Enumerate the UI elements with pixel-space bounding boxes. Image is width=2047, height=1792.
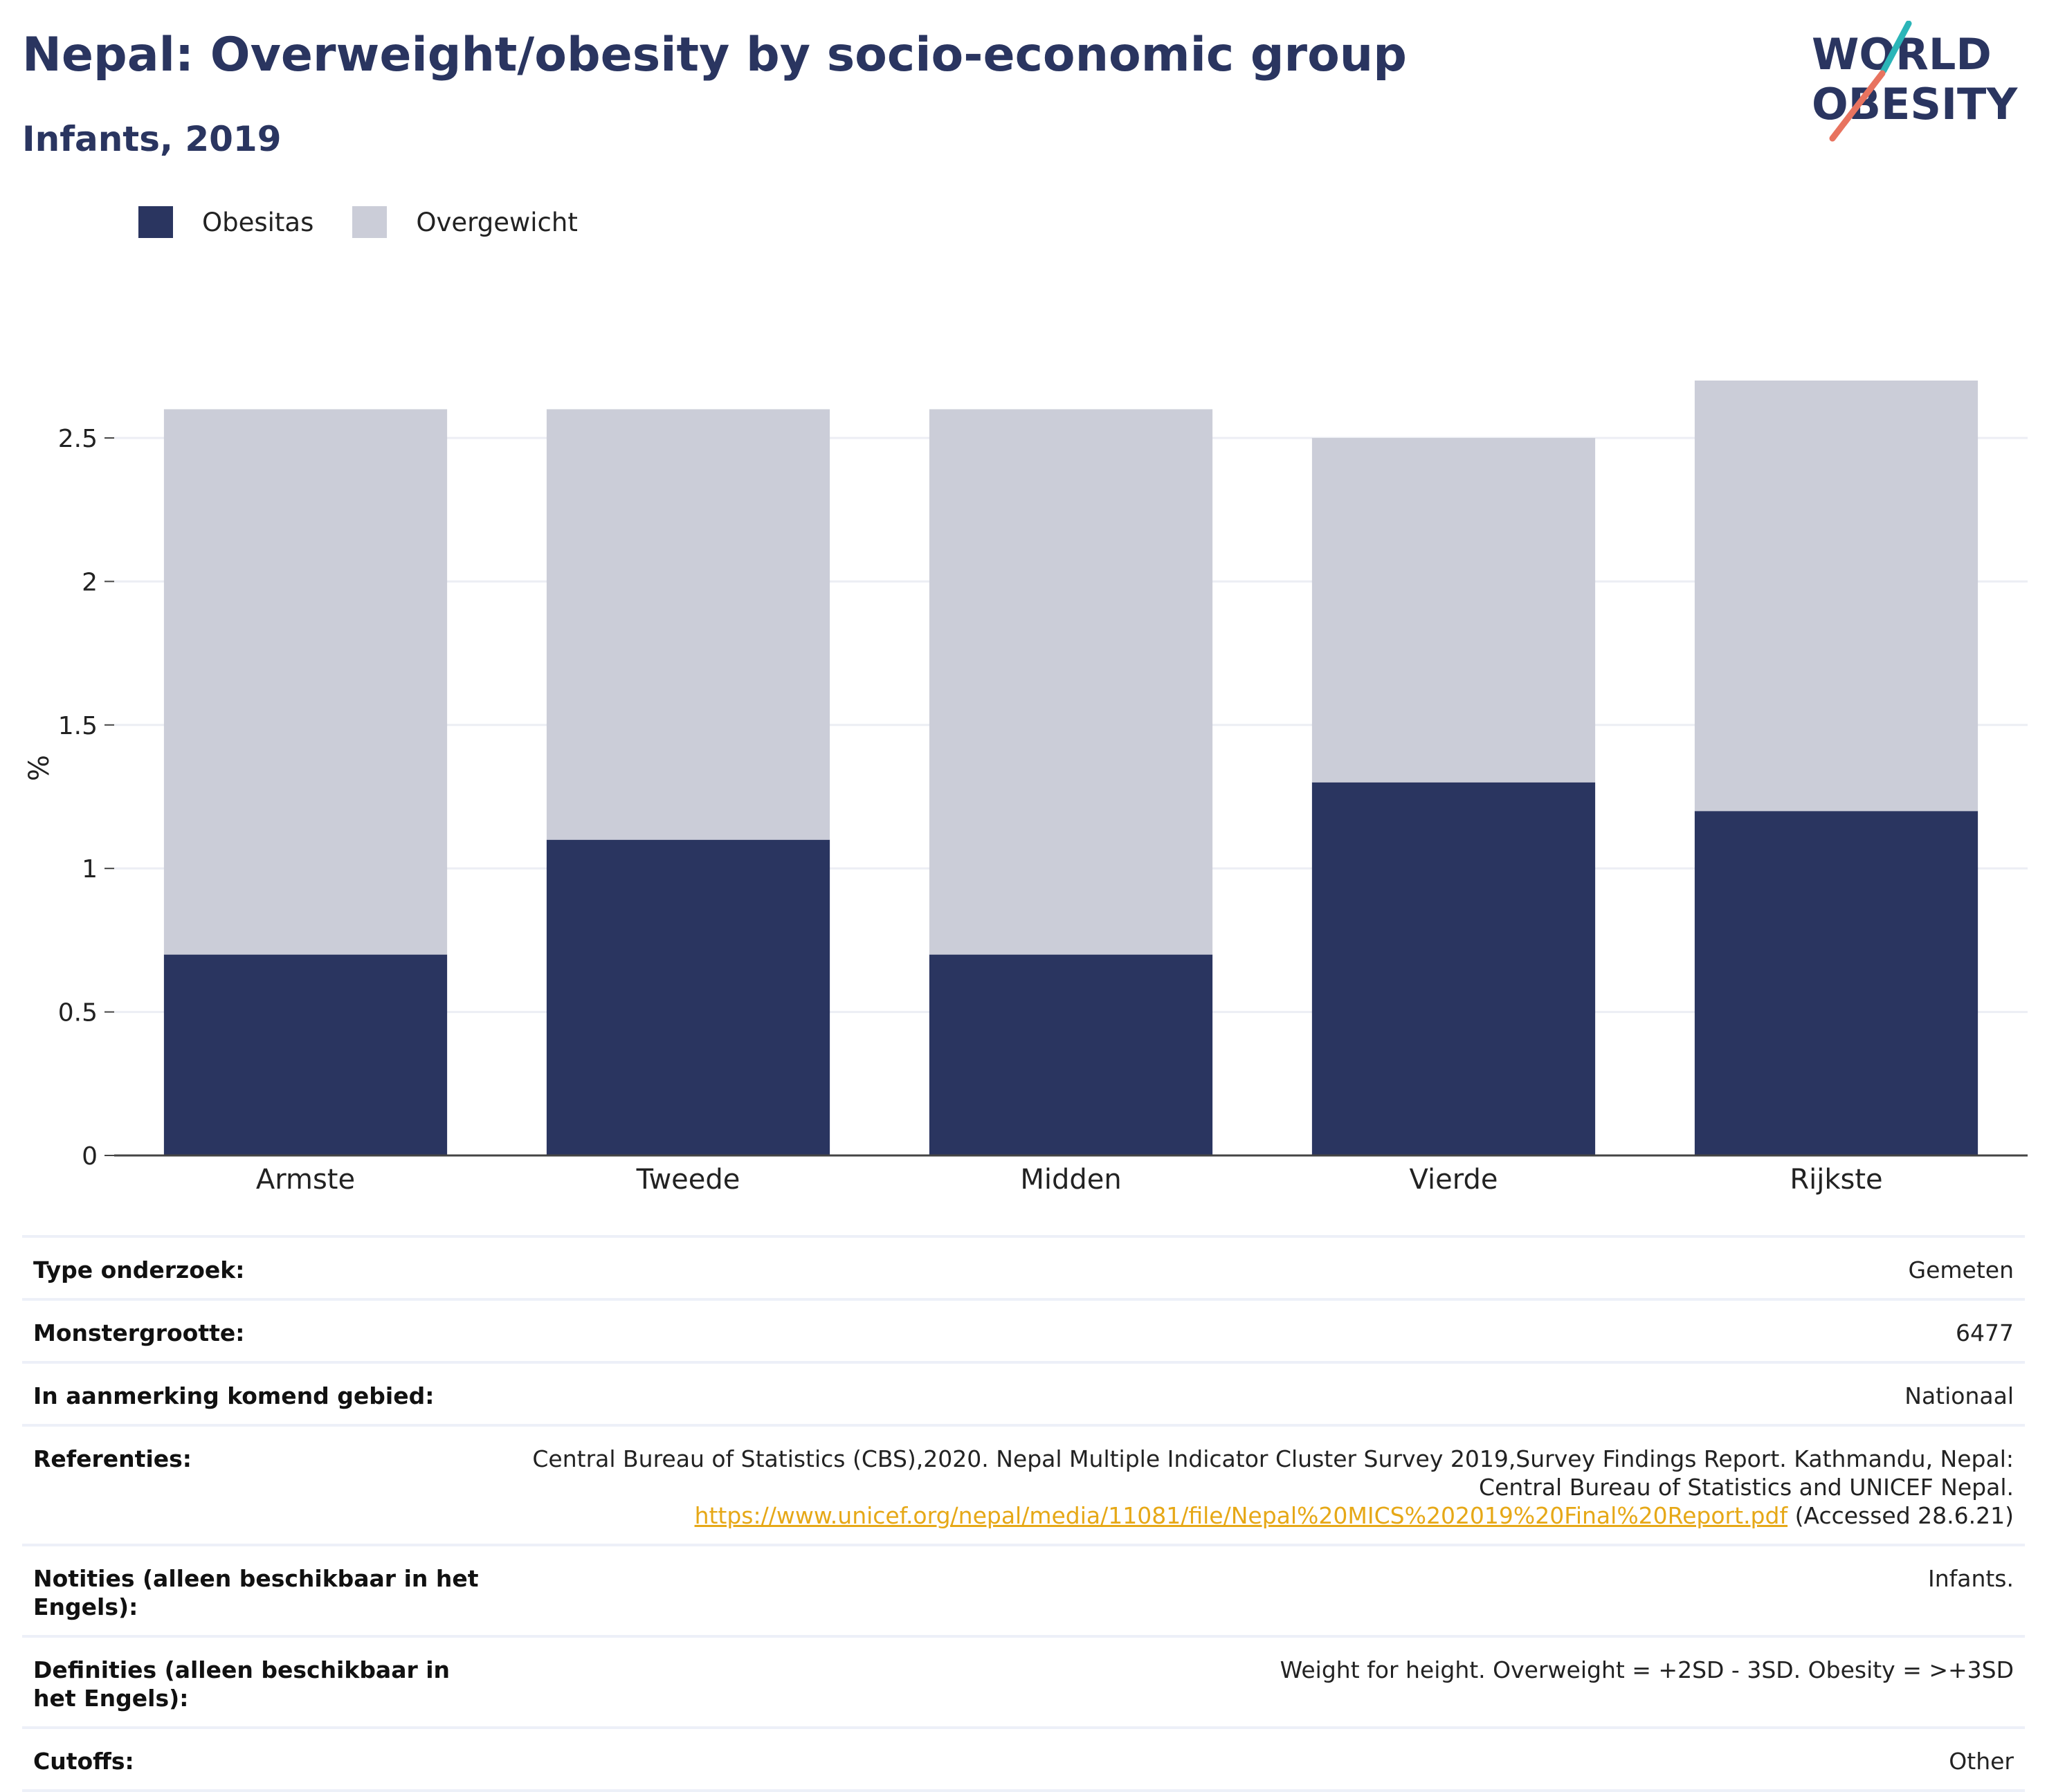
bar-overgewicht-tweede (546, 409, 830, 840)
info-row-definitions: Definities (alleen beschikbaar in het En… (22, 1635, 2025, 1726)
info-row-references: Referenties: Central Bureau of Statistic… (22, 1424, 2025, 1544)
bar-obesitas-armste (163, 954, 448, 1155)
info-label: Referenties: (33, 1445, 192, 1472)
info-value: Weight for height. Overweight = +2SD - 3… (1280, 1656, 2014, 1683)
reference-link[interactable]: https://www.unicef.org/nepal/media/11081… (694, 1502, 1788, 1529)
logo-slash-coral (1829, 70, 1886, 142)
info-row-area: In aanmerking komend gebied: Nationaal (22, 1361, 2025, 1424)
bar-overgewicht-rijkste (1694, 381, 1978, 812)
chart-title: Nepal: Overweight/obesity by socio-econo… (22, 28, 1407, 82)
bar-obesitas-midden (929, 954, 1213, 1155)
info-value: Other (1949, 1748, 2014, 1775)
info-value: Infants. (1927, 1565, 2014, 1592)
y-tick-label: 0 (82, 1142, 98, 1171)
info-value: 6477 (1956, 1319, 2014, 1346)
info-table: Type onderzoek: Gemeten Monstergrootte: … (22, 1235, 2025, 1792)
bar-obesitas-tweede (546, 839, 830, 1155)
reference-accessed: (Accessed 28.6.21) (1794, 1502, 2014, 1529)
info-row-cutoffs: Cutoffs: Other (22, 1726, 2025, 1792)
world-obesity-logo: WORLD OBESITY (1812, 21, 2018, 142)
bar-overgewicht-midden (929, 409, 1213, 955)
info-value: Nationaal (1904, 1382, 2014, 1409)
bar-overgewicht-armste (163, 409, 448, 955)
logo-slash-teal (1880, 21, 1912, 74)
info-label: Type onderzoek: (33, 1256, 245, 1283)
legend-item-obesitas[interactable]: Obesitas (138, 206, 313, 238)
bar-obesitas-vierde (1311, 782, 1596, 1155)
y-tick-label: 1 (82, 855, 98, 884)
chart-legend: Obesitas Overgewicht (138, 206, 617, 238)
y-axis-label: % (24, 755, 55, 781)
reference-link-line: https://www.unicef.org/nepal/media/11081… (483, 1501, 2014, 1530)
x-tick-label: Rijkste (1790, 1164, 1882, 1196)
y-tick-label: 2.5 (58, 425, 98, 453)
legend-label-overgewicht: Overgewicht (416, 207, 578, 237)
legend-label-obesitas: Obesitas (202, 207, 314, 237)
info-label: In aanmerking komend gebied: (33, 1382, 435, 1409)
info-row-sample-size: Monstergrootte: 6477 (22, 1298, 2025, 1361)
legend-swatch-overgewicht (352, 206, 388, 238)
info-label: Notities (alleen beschikbaar in het Enge… (33, 1565, 479, 1620)
stacked-bar-chart: 0 0.5 1 1.5 2 2.5% Armste Tweede Midden Vierde Rij… (24, 381, 2028, 1196)
info-value: Central Bureau of Statistics (CBS),2020.… (483, 1445, 2014, 1530)
x-tick-label: Vierde (1410, 1164, 1498, 1196)
x-tick-label: Midden (1020, 1164, 1121, 1196)
info-label: Definities (alleen beschikbaar in het En… (33, 1656, 451, 1712)
x-tick-label: Armste (256, 1164, 355, 1196)
y-tick-label: 0.5 (58, 999, 98, 1027)
x-tick-label: Tweede (636, 1164, 740, 1196)
y-tick-label: 2 (82, 568, 98, 596)
bar-overgewicht-vierde (1311, 437, 1596, 783)
reference-text-line1: Central Bureau of Statistics (CBS),2020.… (532, 1445, 2014, 1472)
reference-text-line2: Central Bureau of Statistics and UNICEF … (1479, 1474, 2014, 1501)
info-row-survey-type: Type onderzoek: Gemeten (22, 1235, 2025, 1298)
bar-obesitas-rijkste (1694, 811, 1978, 1155)
chart-subtitle: Infants, 2019 (22, 119, 282, 159)
y-tick-label: 1.5 (58, 712, 98, 740)
legend-item-overgewicht[interactable]: Overgewicht (352, 206, 578, 238)
info-value: Gemeten (1908, 1256, 2014, 1283)
info-label: Monstergrootte: (33, 1319, 245, 1346)
legend-swatch-obesitas (138, 206, 173, 238)
info-row-notes: Notities (alleen beschikbaar in het Enge… (22, 1544, 2025, 1635)
info-label: Cutoffs: (33, 1748, 134, 1775)
